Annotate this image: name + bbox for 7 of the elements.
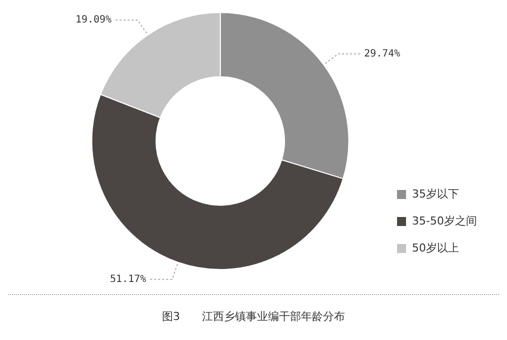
legend-label: 35岁以下 bbox=[412, 187, 460, 200]
legend-label: 35-50岁之间 bbox=[412, 214, 478, 228]
text: 图3 江西乡镇事业编干部年龄分布 bbox=[161, 309, 346, 324]
legend-label: 50岁以上 bbox=[412, 241, 460, 254]
data-label: 19.09% bbox=[75, 14, 112, 26]
data-label: 51.17% bbox=[110, 274, 146, 285]
data-label: 29.74% bbox=[364, 48, 400, 60]
